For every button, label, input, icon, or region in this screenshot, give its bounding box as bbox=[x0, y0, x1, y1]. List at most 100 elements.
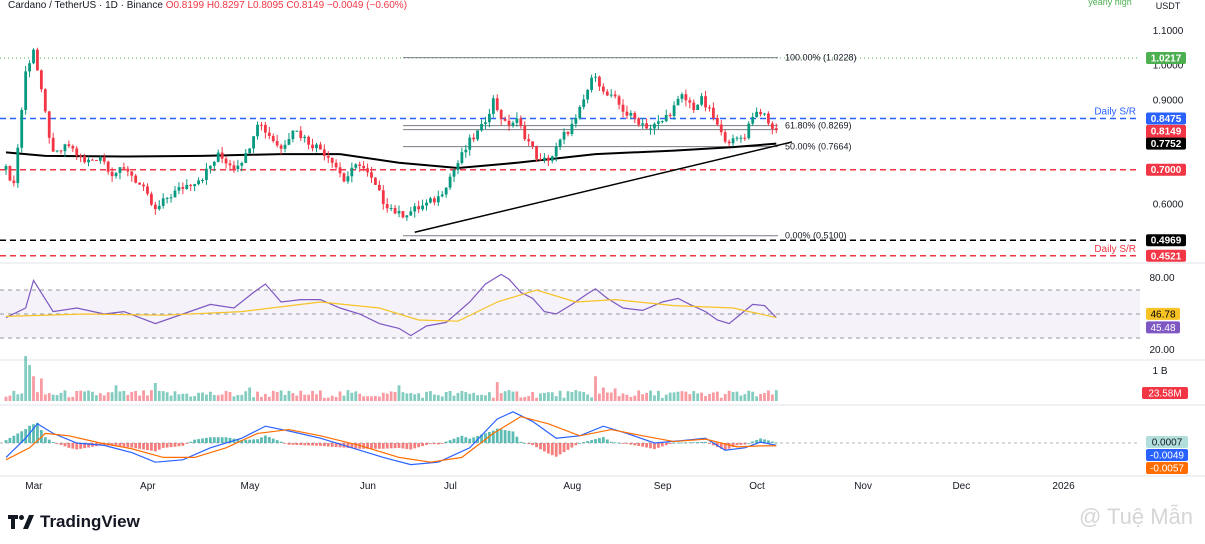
volume-bar bbox=[287, 390, 291, 401]
symbol-title[interactable]: Cardano / TetherUS · 1D · Binance bbox=[8, 0, 163, 11]
yearly-high-label: yearly high bbox=[1088, 0, 1132, 7]
volume-bar bbox=[755, 396, 759, 401]
price-tick-1: 1.0000 bbox=[1153, 61, 1184, 72]
macd-histogram-bar bbox=[558, 443, 562, 455]
macd-histogram-bar bbox=[432, 443, 436, 445]
candle-body bbox=[114, 173, 118, 177]
macd-histogram-bar bbox=[126, 443, 130, 448]
volume-bar bbox=[4, 396, 8, 401]
volume-bar bbox=[393, 392, 397, 401]
candle-body bbox=[4, 166, 8, 170]
volume-bar bbox=[578, 391, 582, 401]
candle-body bbox=[350, 167, 354, 177]
rsi-tick-0: 80.00 bbox=[1149, 273, 1174, 284]
candle-body bbox=[413, 206, 417, 212]
macd-badge-bg-0 bbox=[1146, 436, 1188, 448]
candle-body bbox=[110, 171, 114, 177]
candle-body bbox=[138, 182, 142, 185]
volume-bar bbox=[684, 391, 688, 401]
macd-histogram-bar bbox=[236, 439, 240, 443]
volume-bar bbox=[456, 392, 460, 401]
candle-body bbox=[417, 206, 421, 210]
volume-bar bbox=[67, 397, 71, 401]
macd-histogram-bar bbox=[47, 439, 51, 443]
candle-body bbox=[672, 105, 676, 117]
candle-body bbox=[712, 107, 715, 118]
volume-bar bbox=[98, 393, 102, 401]
price-chart-canvas[interactable]: USDT yearly high Daily S/R Daily S/R 100.00%… bbox=[0, 0, 1205, 500]
macd-badge-1: -0.0049 bbox=[1150, 451, 1184, 462]
candle-body bbox=[142, 184, 145, 187]
macd-histogram-bar bbox=[71, 443, 75, 449]
macd-histogram-bar bbox=[224, 437, 228, 443]
macd-histogram-bar bbox=[700, 441, 704, 443]
volume-bar bbox=[692, 391, 696, 401]
macd-histogram-bar bbox=[252, 439, 255, 443]
price-badge-bg-4 bbox=[1146, 163, 1186, 176]
candle-body bbox=[456, 163, 460, 171]
ohlc-low: L0.8095 bbox=[247, 0, 284, 11]
price-badge-4: 0.7000 bbox=[1151, 165, 1182, 176]
macd-histogram-bar bbox=[527, 443, 531, 444]
volume-bar bbox=[700, 392, 704, 401]
volume-bar bbox=[570, 391, 574, 401]
volume-bar bbox=[240, 394, 244, 401]
macd-histogram-bar bbox=[8, 437, 12, 443]
candle-body bbox=[719, 124, 723, 133]
volume-bar bbox=[601, 387, 605, 401]
candle-body bbox=[480, 123, 483, 131]
candle-body bbox=[515, 118, 519, 123]
price-badge-1: 0.8475 bbox=[1151, 114, 1182, 125]
candle-body bbox=[322, 149, 326, 156]
candle-body bbox=[727, 141, 731, 144]
macd-histogram-bar bbox=[405, 443, 409, 449]
candle-body bbox=[605, 91, 609, 96]
macd-histogram-bar bbox=[299, 443, 303, 446]
volume-bar bbox=[205, 394, 208, 401]
candle-body bbox=[715, 117, 719, 125]
candle-body bbox=[212, 161, 216, 166]
fib-label-1: 61.80% (0.8269) bbox=[785, 121, 852, 131]
volume-bar bbox=[256, 391, 259, 401]
candle-body bbox=[59, 150, 63, 152]
candle-body bbox=[468, 137, 472, 150]
candle-body bbox=[185, 184, 189, 189]
candle-body bbox=[539, 158, 542, 161]
candle-body bbox=[319, 144, 322, 150]
price-badge-bg-5 bbox=[1146, 234, 1186, 247]
volume-bar bbox=[142, 390, 145, 401]
volume-bar bbox=[629, 396, 633, 401]
macd-histogram-bar bbox=[645, 443, 648, 448]
macd-histogram-bar bbox=[633, 443, 637, 446]
macd-histogram-bar bbox=[539, 443, 542, 450]
volume-bar bbox=[130, 391, 134, 401]
macd-histogram-bar bbox=[83, 443, 86, 449]
macd-histogram-bar bbox=[181, 443, 185, 446]
candle-body bbox=[523, 125, 527, 140]
candle-body bbox=[645, 123, 648, 129]
time-tick-3: Jun bbox=[360, 481, 376, 492]
volume-bar bbox=[47, 393, 51, 401]
macd-histogram-bar bbox=[142, 443, 145, 450]
candle-body bbox=[374, 177, 377, 185]
macd-histogram-bar bbox=[684, 442, 688, 444]
volume-bar bbox=[507, 390, 511, 401]
candle-body bbox=[476, 130, 479, 140]
macd-signal-line bbox=[5, 415, 777, 463]
candle-body bbox=[271, 135, 275, 142]
candle-body bbox=[67, 144, 71, 146]
macd-histogram-bar bbox=[531, 443, 535, 446]
candle-body bbox=[774, 128, 778, 130]
volume-bar bbox=[535, 397, 538, 401]
volume-bar bbox=[377, 396, 381, 401]
macd-histogram-bar bbox=[574, 443, 578, 446]
macd-histogram-bar bbox=[590, 440, 593, 443]
macd-histogram-bar bbox=[550, 443, 554, 456]
macd-histogram-bar bbox=[767, 440, 770, 443]
macd-histogram-bar bbox=[295, 443, 299, 446]
macd-histogram-bar bbox=[421, 443, 424, 447]
candle-body bbox=[751, 116, 755, 124]
candle-body bbox=[189, 184, 193, 187]
macd-histogram-bar bbox=[32, 424, 35, 443]
volume-bar bbox=[444, 391, 448, 401]
